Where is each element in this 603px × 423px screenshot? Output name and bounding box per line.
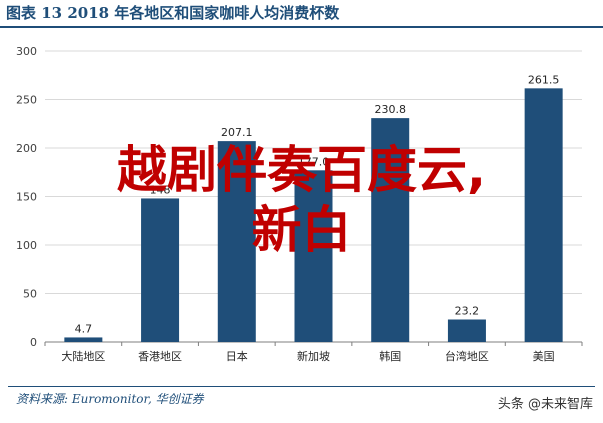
x-tick-label: 日本 [226,349,248,363]
bar-data-label: 230.8 [374,103,406,116]
bar-chart: 0 50 100 150 200 250 300 4.7 大陆地区 148 香港地区 207.1 日本 1… [16,45,583,363]
y-tick-label: 50 [23,288,37,301]
bar [524,88,563,342]
bar-data-label: 177.0 [298,155,330,168]
header-divider [0,26,603,28]
bar [64,337,103,342]
x-tick-label: 台湾地区 [445,349,489,363]
footer-divider [8,386,595,387]
figure-header: 图表 13 2018 年各地区和国家咖啡人均消费杯数 [0,0,603,28]
watermark-text: 头条 @未来智库 [497,397,593,412]
bar-data-label: 261.5 [528,73,560,86]
bar-data-label: 207.1 [221,126,253,139]
x-tick-label: 美国 [533,350,555,363]
x-tick-label: 大陆地区 [61,349,105,363]
y-tick-label: 250 [16,94,37,107]
y-tick-label: 100 [16,239,37,252]
y-tick-label: 300 [16,45,37,58]
bar [294,170,333,342]
bar [371,118,410,343]
bar [447,319,486,342]
figure-title: 图表 13 2018 年各地区和国家咖啡人均消费杯数 [6,4,340,22]
y-tick-label: 0 [30,336,37,349]
x-tick-label: 韩国 [379,349,401,363]
bar [141,198,180,342]
bar-data-label: 4.7 [75,322,93,335]
bar-data-label: 148 [150,183,171,196]
source-note: 资料来源: Euromonitor, 华创证券 [16,392,204,406]
bar-data-label: 23.2 [455,304,480,317]
y-tick-label: 150 [16,191,37,204]
y-tick-label: 200 [16,142,37,155]
bar [217,141,256,342]
x-tick-label: 香港地区 [138,350,182,363]
x-tick-label: 新加坡 [297,349,330,363]
